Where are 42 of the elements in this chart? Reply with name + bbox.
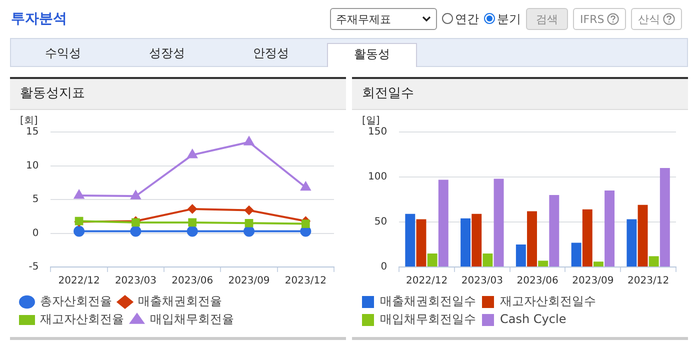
x-tick-label: 2023/06 — [172, 276, 214, 287]
y-tick-label: 150 — [368, 126, 388, 138]
y-tick-label: 50 — [374, 216, 388, 228]
legend-label: 매출채권회전율 — [138, 294, 222, 308]
x-tick-label: 2023/12 — [628, 276, 670, 287]
y-axis-title: [회] — [20, 116, 38, 127]
y-tick-label: -5 — [28, 262, 39, 273]
x-tick-label: 2023/06 — [516, 276, 558, 287]
x-tick-label: 2023/03 — [461, 276, 503, 287]
text: 활동성 — [327, 43, 417, 67]
text: 안정성 — [252, 45, 290, 62]
legend-label: Cash Cycle — [500, 312, 566, 326]
x-tick-label: 2023/12 — [284, 276, 326, 287]
y-tick-label: 0 — [32, 228, 39, 239]
legend-label: 재고자산회전율 — [40, 312, 124, 326]
legend-label: 총자산회전율 — [40, 294, 112, 308]
x-tick-label: 2022/12 — [406, 276, 448, 287]
legend-label: 매입채무회전일수 — [380, 312, 476, 326]
text: 주재무제표 — [336, 12, 391, 26]
y-tick-label: 15 — [26, 126, 39, 138]
text: 분기 — [496, 10, 521, 28]
y-axis-title: [일] — [362, 116, 380, 127]
x-tick-label: 2023/09 — [228, 276, 270, 287]
text: 검색 — [526, 8, 568, 30]
chart-title: 활동성지표 — [10, 79, 346, 110]
y-tick-label: 5 — [32, 194, 39, 206]
y-tick-label: 0 — [380, 262, 388, 273]
y-tick-label: 10 — [26, 160, 39, 172]
text: 투자분석 — [11, 10, 67, 28]
text: 연간 — [454, 10, 479, 28]
legend-label: 매입채무회전율 — [150, 312, 234, 326]
legend-label: 매출채권회전일수 — [380, 294, 476, 308]
y-tick-label: 100 — [368, 172, 388, 183]
legend-label: 재고자산회전일수 — [500, 294, 596, 308]
chart-title: 회전일수 — [352, 79, 688, 110]
x-tick-label: 2023/03 — [114, 276, 156, 287]
text: 수익성 — [44, 45, 82, 62]
text: 성장성 — [148, 45, 186, 62]
x-tick-label: 2022/12 — [58, 276, 100, 287]
text: IFRS — [573, 8, 626, 30]
text: 산식 — [631, 8, 682, 30]
x-tick-label: 2023/09 — [572, 276, 614, 287]
